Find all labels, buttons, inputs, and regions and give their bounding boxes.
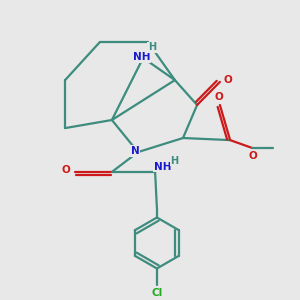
Text: H: H — [148, 42, 156, 52]
Text: O: O — [248, 151, 257, 161]
Text: O: O — [214, 92, 223, 102]
Text: NH: NH — [154, 161, 171, 172]
Text: H: H — [170, 155, 179, 166]
Text: NH: NH — [133, 52, 150, 62]
Text: O: O — [61, 165, 70, 176]
Text: Cl: Cl — [151, 288, 163, 298]
Text: O: O — [224, 75, 233, 85]
Text: N: N — [130, 146, 140, 156]
